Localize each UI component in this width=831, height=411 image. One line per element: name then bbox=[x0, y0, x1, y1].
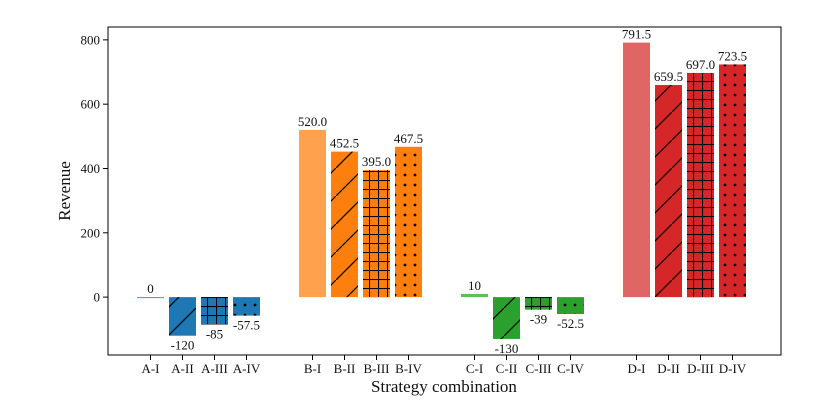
value-label-A-III: -85 bbox=[206, 326, 223, 341]
x-tick-label: B-I bbox=[304, 361, 321, 376]
x-tick-label: B-III bbox=[364, 361, 390, 376]
y-tick-label: 600 bbox=[81, 97, 101, 112]
y-tick-label: 400 bbox=[81, 161, 101, 176]
bar-hatch-D-III bbox=[687, 72, 714, 298]
bar-hatch-B-III bbox=[363, 170, 390, 298]
bar-hatch-D-IV bbox=[719, 64, 746, 298]
x-tick-label: C-II bbox=[496, 361, 518, 376]
bar-hatch-D-II bbox=[655, 85, 682, 298]
value-label-D-IV: 723.5 bbox=[718, 48, 747, 63]
x-tick-label: D-I bbox=[627, 361, 645, 376]
value-label-C-II: -130 bbox=[495, 341, 519, 356]
x-tick-label: D-IV bbox=[719, 361, 747, 376]
y-tick-label: 200 bbox=[81, 225, 101, 240]
bar-B-I bbox=[299, 129, 326, 298]
value-label-C-III: -39 bbox=[530, 312, 547, 327]
x-tick-label: D-III bbox=[687, 361, 714, 376]
bars-layer bbox=[137, 42, 746, 339]
x-tick-label: B-IV bbox=[395, 361, 422, 376]
value-label-D-II: 659.5 bbox=[654, 69, 683, 84]
x-tick-label: C-IV bbox=[557, 361, 584, 376]
bar-D-I bbox=[623, 42, 650, 298]
x-tick-label: C-I bbox=[466, 361, 483, 376]
bar-hatch-C-IV bbox=[557, 297, 584, 314]
value-label-C-IV: -52.5 bbox=[557, 316, 584, 331]
value-label-B-IV: 467.5 bbox=[394, 131, 423, 146]
bar-hatch-A-III bbox=[201, 297, 228, 325]
x-tick-label: A-I bbox=[141, 361, 159, 376]
bar-hatch-B-IV bbox=[395, 146, 422, 298]
x-tick-label: A-II bbox=[171, 361, 193, 376]
x-axis-title: Strategy combination bbox=[371, 377, 517, 396]
y-axis-ticks: 0 200 400 600 800 bbox=[81, 32, 733, 360]
x-tick-label: D-II bbox=[657, 361, 679, 376]
value-label-D-I: 791.5 bbox=[622, 27, 651, 42]
bar-hatch-C-II bbox=[493, 297, 520, 339]
value-label-B-I: 520.0 bbox=[298, 114, 327, 129]
bar-C-I bbox=[461, 293, 488, 298]
plot-frame bbox=[107, 26, 782, 356]
value-label-A-I: 0 bbox=[147, 281, 154, 296]
y-tick-label: 800 bbox=[81, 32, 101, 47]
bar-hatch-A-IV bbox=[233, 297, 260, 316]
bar-hatch-A-II bbox=[169, 297, 196, 336]
x-tick-label: A-IV bbox=[233, 361, 261, 376]
x-tick-label: C-III bbox=[526, 361, 552, 376]
labels-layer: A-I 0 A-II -120 A-III -85 A-IV -57.5 B-I 520.0 B-I… bbox=[141, 27, 747, 376]
x-tick-label: B-II bbox=[334, 361, 356, 376]
value-label-C-I: 10 bbox=[468, 278, 481, 293]
y-axis-title: Revenue bbox=[55, 161, 74, 220]
x-tick-label: A-III bbox=[201, 361, 228, 376]
bar-A-I bbox=[137, 297, 164, 299]
y-tick-label: 0 bbox=[94, 290, 101, 305]
bar-hatch-B-II bbox=[331, 151, 358, 298]
value-label-D-III: 697.0 bbox=[686, 57, 715, 72]
value-label-B-II: 452.5 bbox=[330, 136, 359, 151]
value-label-B-III: 395.0 bbox=[362, 154, 391, 169]
value-label-A-IV: -57.5 bbox=[233, 318, 260, 333]
value-label-A-II: -120 bbox=[171, 338, 195, 353]
bar-hatch-C-III bbox=[525, 297, 552, 310]
